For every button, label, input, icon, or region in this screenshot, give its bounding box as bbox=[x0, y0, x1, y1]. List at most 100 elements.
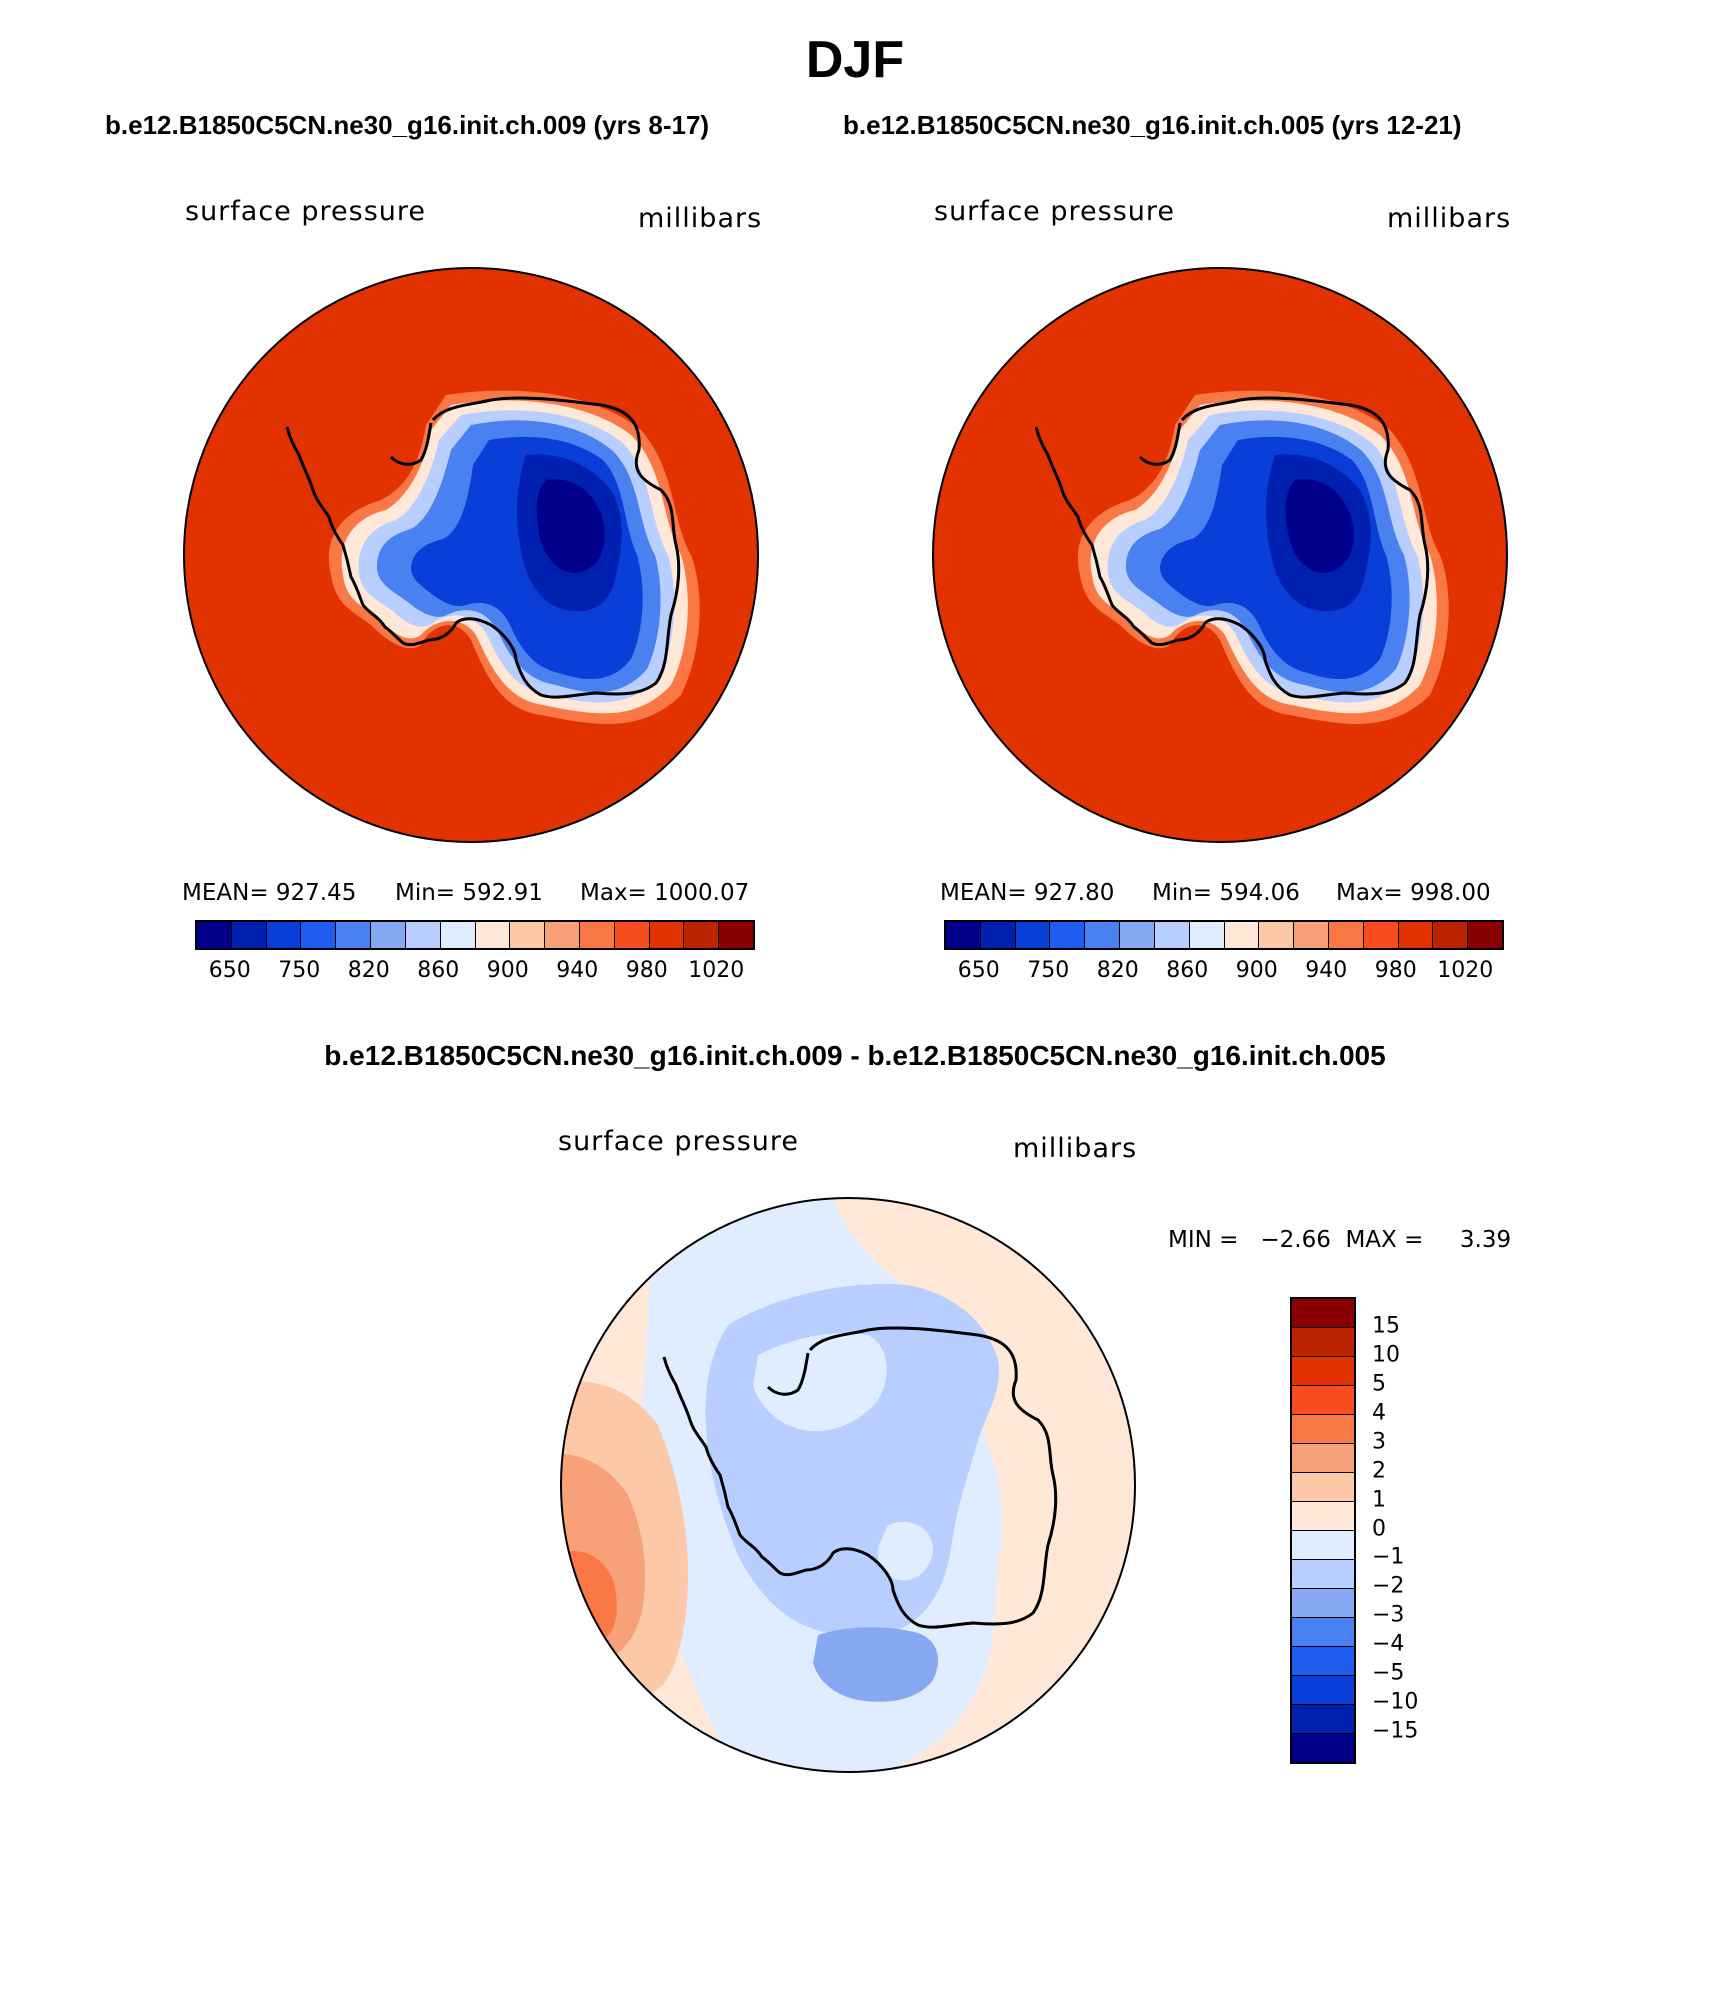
diff-colorbar-tick-label: 5 bbox=[1372, 1371, 1386, 1397]
colorbar-swatch bbox=[719, 922, 753, 948]
right-min-stat: Min= 594.06 bbox=[1152, 880, 1300, 906]
diff-colorbar-tick-label: −15 bbox=[1372, 1718, 1419, 1744]
colorbar-swatch bbox=[1015, 922, 1051, 948]
colorbar-swatch bbox=[197, 922, 232, 948]
diff-colorbar-tick-label: 10 bbox=[1372, 1342, 1400, 1368]
diff-polar-map bbox=[560, 1197, 1136, 1773]
colorbar-swatch bbox=[440, 922, 476, 948]
left-units-label: millibars bbox=[638, 203, 763, 234]
diff-colorbar-swatch bbox=[1292, 1676, 1354, 1705]
colorbar-swatch bbox=[231, 922, 267, 948]
colorbar-swatch bbox=[1224, 922, 1260, 948]
diff-colorbar-swatch bbox=[1292, 1589, 1354, 1618]
left-case-title: b.e12.B1850C5CN.ne30_g16.init.ch.009 (yr… bbox=[105, 110, 710, 140]
diff-colorbar-tick-label: 4 bbox=[1372, 1400, 1386, 1426]
diff-antarctica-coastline bbox=[662, 1326, 1058, 1629]
diff-colorbar-tick-label: 1 bbox=[1372, 1487, 1386, 1513]
diff-colorbar-ticks: 15 10 5 4 3 2 1 0 −1 −2 −3 −4 −5 −10 −15 bbox=[1372, 1297, 1452, 1760]
diff-colorbar bbox=[1290, 1297, 1356, 1764]
colorbar-tick-label: 900 bbox=[486, 958, 529, 983]
right-mean-stat: MEAN= 927.80 bbox=[940, 880, 1115, 906]
diff-colorbar-swatch bbox=[1292, 1357, 1354, 1386]
colorbar-tick-label: 650 bbox=[957, 958, 1000, 983]
left-variable-label: surface pressure bbox=[185, 196, 426, 227]
colorbar-swatch bbox=[1468, 922, 1502, 948]
colorbar-swatch bbox=[336, 922, 372, 948]
colorbar-tick-label: 750 bbox=[1027, 958, 1070, 983]
diff-colorbar-tick-label: −1 bbox=[1372, 1544, 1405, 1570]
colorbar-tick-label: 820 bbox=[347, 958, 390, 983]
diff-colorbar-swatch bbox=[1292, 1386, 1354, 1415]
colorbar-swatch bbox=[980, 922, 1016, 948]
colorbar-swatch bbox=[1085, 922, 1121, 948]
diff-colorbar-tick-label: 2 bbox=[1372, 1458, 1386, 1484]
colorbar-swatch bbox=[475, 922, 511, 948]
colorbar-tick-label: 980 bbox=[625, 958, 668, 983]
left-colorbar bbox=[195, 920, 755, 950]
colorbar-swatch bbox=[405, 922, 441, 948]
diff-colorbar-swatch bbox=[1292, 1531, 1354, 1560]
colorbar-tick-label: 940 bbox=[1305, 958, 1348, 983]
colorbar-tick-label: 650 bbox=[208, 958, 251, 983]
diff-colorbar-swatch bbox=[1292, 1618, 1354, 1647]
colorbar-tick-label: 820 bbox=[1096, 958, 1139, 983]
right-colorbar bbox=[944, 920, 1504, 950]
left-min-stat: Min= 592.91 bbox=[395, 880, 543, 906]
colorbar-tick-label: 980 bbox=[1374, 958, 1417, 983]
diff-colorbar-swatch bbox=[1292, 1734, 1354, 1762]
diff-variable-label: surface pressure bbox=[558, 1126, 799, 1157]
diff-units-label: millibars bbox=[1013, 1133, 1138, 1164]
colorbar-swatch bbox=[614, 922, 650, 948]
left-colorbar-ticks: 650 750 820 860 900 940 980 1020 bbox=[195, 958, 751, 988]
left-max-stat: Max= 1000.07 bbox=[580, 880, 750, 906]
colorbar-tick-label: 1020 bbox=[688, 958, 745, 983]
diff-colorbar-tick-label: −3 bbox=[1372, 1602, 1405, 1628]
colorbar-tick-label: 1020 bbox=[1437, 958, 1494, 983]
diff-colorbar-tick-label: −2 bbox=[1372, 1573, 1405, 1599]
diff-colorbar-tick-label: −10 bbox=[1372, 1689, 1419, 1715]
diff-title: b.e12.B1850C5CN.ne30_g16.init.ch.009 - b… bbox=[324, 1040, 1386, 1071]
colorbar-swatch bbox=[1050, 922, 1086, 948]
diff-colorbar-swatch bbox=[1292, 1299, 1354, 1328]
colorbar-swatch bbox=[1433, 922, 1469, 948]
left-antarctica-coastline bbox=[285, 396, 681, 699]
colorbar-swatch bbox=[579, 922, 615, 948]
diff-colorbar-tick-label: 15 bbox=[1372, 1313, 1400, 1339]
colorbar-swatch bbox=[1154, 922, 1190, 948]
colorbar-swatch bbox=[1398, 922, 1434, 948]
right-case-title: b.e12.B1850C5CN.ne30_g16.init.ch.005 (yr… bbox=[843, 110, 1462, 140]
colorbar-swatch bbox=[1259, 922, 1295, 948]
right-colorbar-ticks: 650 750 820 860 900 940 980 1020 bbox=[944, 958, 1500, 988]
diff-colorbar-swatch bbox=[1292, 1560, 1354, 1589]
colorbar-swatch bbox=[649, 922, 685, 948]
colorbar-swatch bbox=[301, 922, 337, 948]
colorbar-swatch bbox=[545, 922, 580, 948]
colorbar-tick-label: 860 bbox=[1166, 958, 1209, 983]
colorbar-swatch bbox=[1189, 922, 1225, 948]
colorbar-tick-label: 750 bbox=[278, 958, 321, 983]
right-polar-map bbox=[932, 267, 1508, 843]
colorbar-swatch bbox=[510, 922, 546, 948]
colorbar-swatch bbox=[1294, 922, 1329, 948]
diff-colorbar-tick-label: −5 bbox=[1372, 1660, 1405, 1686]
diff-colorbar-swatch bbox=[1292, 1415, 1354, 1444]
colorbar-swatch bbox=[946, 922, 981, 948]
colorbar-swatch bbox=[684, 922, 720, 948]
diff-colorbar-tick-label: 3 bbox=[1372, 1429, 1386, 1455]
diff-colorbar-swatch bbox=[1292, 1328, 1354, 1357]
colorbar-tick-label: 860 bbox=[417, 958, 460, 983]
diff-min-max-stat: MIN = −2.66 MAX = 3.39 bbox=[1168, 1227, 1512, 1253]
diff-colorbar-tick-label: 0 bbox=[1372, 1516, 1386, 1541]
colorbar-tick-label: 940 bbox=[556, 958, 599, 983]
diff-colorbar-swatch bbox=[1292, 1444, 1354, 1473]
colorbar-swatch bbox=[1363, 922, 1399, 948]
diff-colorbar-swatch bbox=[1292, 1473, 1354, 1502]
diff-colorbar-tick-label: −4 bbox=[1372, 1631, 1405, 1657]
right-antarctica-coastline bbox=[1034, 396, 1430, 699]
colorbar-swatch bbox=[371, 922, 406, 948]
left-polar-map bbox=[183, 267, 759, 843]
colorbar-swatch bbox=[1328, 922, 1364, 948]
colorbar-tick-label: 900 bbox=[1235, 958, 1278, 983]
diff-colorbar-swatch bbox=[1292, 1705, 1354, 1734]
right-max-stat: Max= 998.00 bbox=[1336, 880, 1491, 906]
